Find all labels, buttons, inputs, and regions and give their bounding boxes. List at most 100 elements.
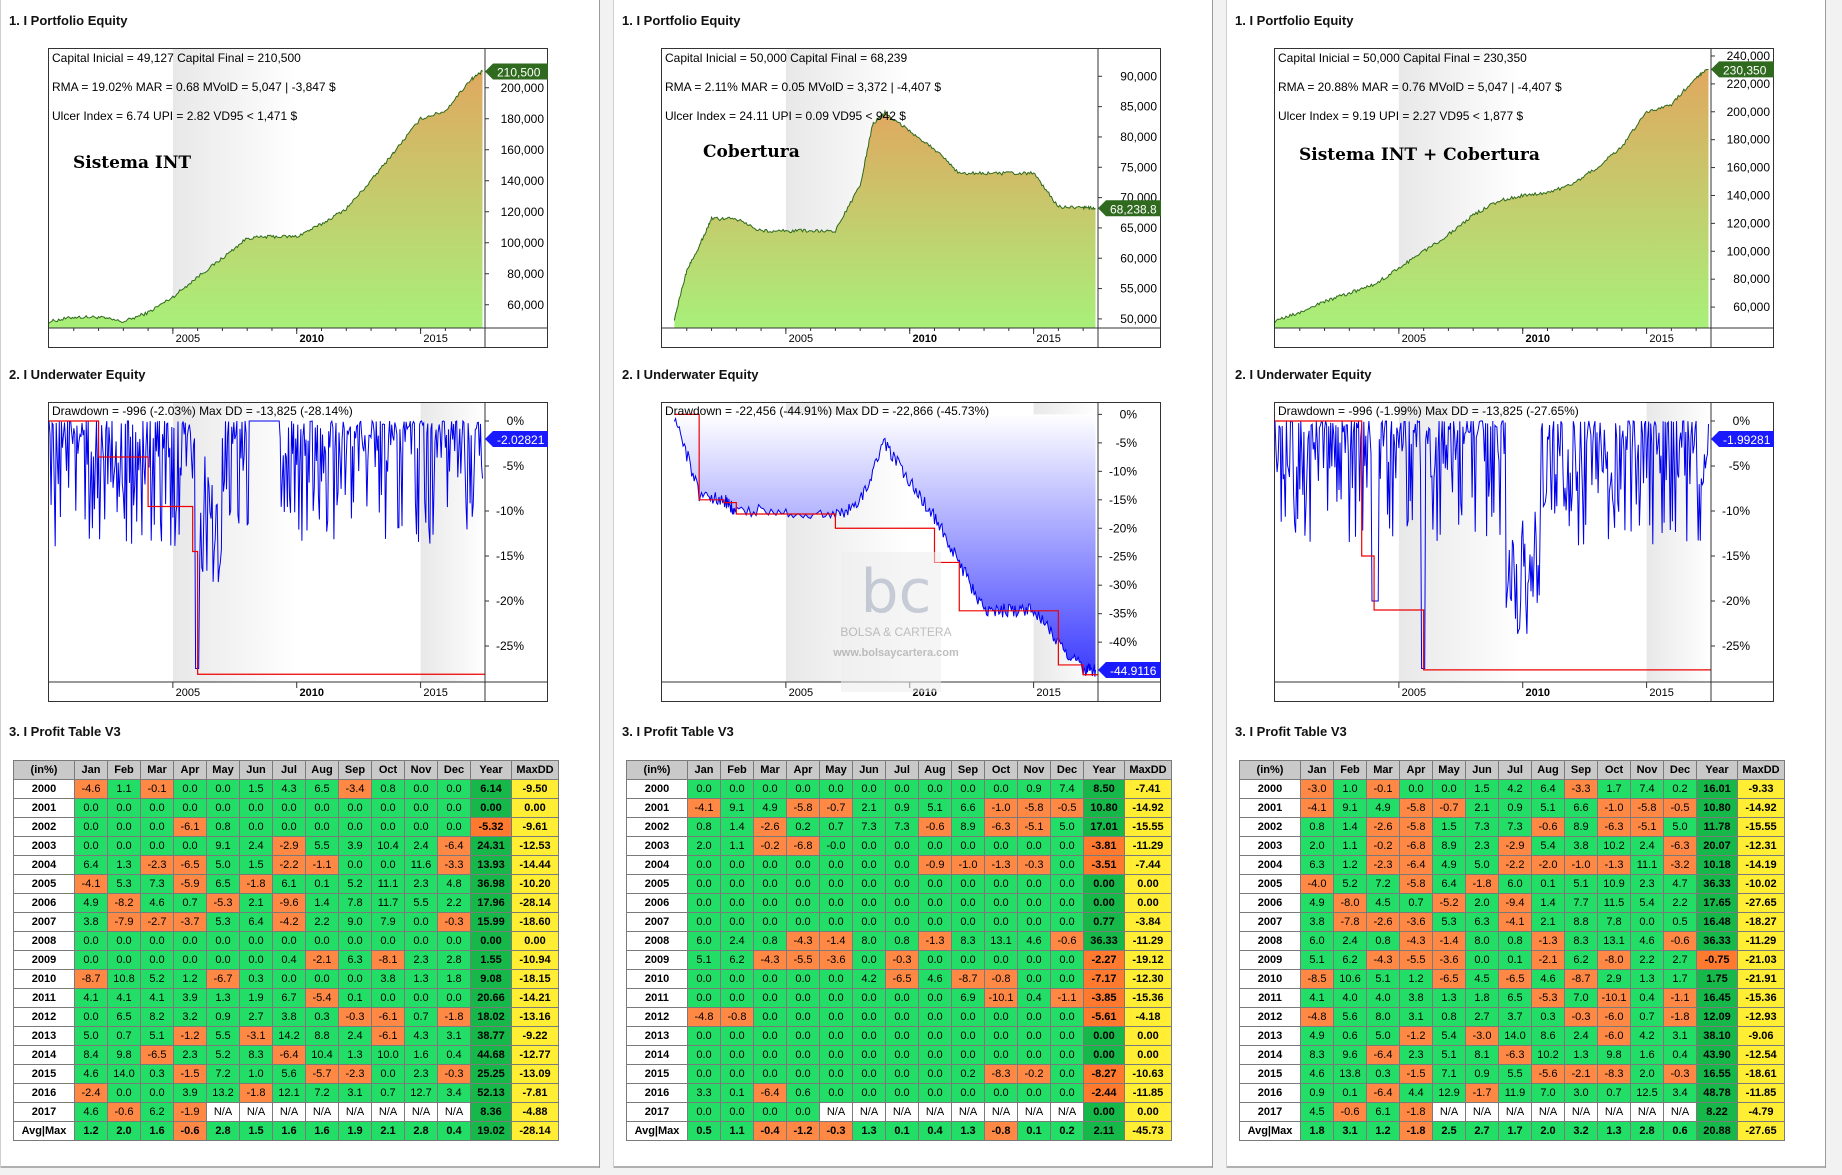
max-drawdown-line [49, 420, 485, 675]
table-cell: 0.0 [918, 1026, 952, 1046]
table-cell: -0.5 [1050, 798, 1084, 818]
table-cell: 5.1 [1564, 874, 1598, 894]
table-avg-row: Avg|Max 0.5 1.1 -0.4 -1.2 -0.3 1.3 0.1 0.4 1.3 -0.… [626, 1121, 1172, 1141]
table-cell: 12.1 [272, 1083, 306, 1103]
y-tick-label: -5% [1729, 459, 1751, 473]
table-cell: 0.00 [470, 798, 512, 818]
table-cell: 2.4 [1630, 836, 1664, 856]
table-cell: 1.6 [1630, 1045, 1664, 1065]
table-cell: -15.36 [1737, 988, 1785, 1008]
table-cell: N/A [437, 1102, 471, 1122]
table-cell: 0.0 [852, 1064, 886, 1084]
table-cell: -12.77 [511, 1045, 559, 1065]
table-row: 2016 -2.4 0.0 0.0 3.9 13.2 -1.8 12.1 7.2 3.1 0.7 12… [13, 1083, 559, 1103]
column-header: MaxDD [1124, 760, 1172, 780]
table-cell: 6.0 [1498, 874, 1532, 894]
row-year: 2009 [13, 950, 75, 970]
table-cell: 1.5 [1432, 817, 1466, 837]
row-year: 2011 [626, 988, 688, 1008]
table-cell: 0.9 [1017, 779, 1051, 799]
table-cell: -9.6 [272, 893, 306, 913]
table-cell: 5.0 [74, 1026, 108, 1046]
y-tick-label: 90,000 [1120, 69, 1157, 83]
table-cell: -0.6 [107, 1102, 141, 1122]
table-cell: 5.0 [206, 855, 240, 875]
equity-section-title: 1. I Portfolio Equity [622, 13, 741, 28]
table-cell: 0.0 [753, 912, 787, 932]
column-header: Oct [371, 760, 405, 780]
table-cell: 1.2 [173, 969, 207, 989]
table-cell: 0.0 [819, 1064, 853, 1084]
profit-table: (in%) Jan Feb Mar Apr May Jun Jul Aug Sep Oct Nov De… [626, 760, 1172, 1141]
table-cell: 0.9 [1465, 1064, 1499, 1084]
table-cell: 0.0 [885, 1083, 919, 1103]
table-cell: 0.5 [1663, 912, 1697, 932]
table-cell: -5.2 [1432, 893, 1466, 913]
table-cell: 0.0 [1017, 950, 1051, 970]
table-cell: -0.3 [338, 1007, 372, 1027]
table-cell: -3.84 [1124, 912, 1172, 932]
table-row: 2012 0.0 6.5 8.2 3.2 0.9 2.7 3.8 0.3 -0.3 -6.1 0.7-… [13, 1007, 559, 1027]
table-cell: 3.8 [272, 1007, 306, 1027]
table-cell: -1.3 [984, 855, 1018, 875]
table-cell: 0.0 [74, 836, 108, 856]
table-cell: 0.8 [206, 817, 240, 837]
table-cell: -6.7 [206, 969, 240, 989]
table-cell: 10.9 [1597, 874, 1631, 894]
row-year: 2012 [13, 1007, 75, 1027]
underwater-section-title: 2. I Underwater Equity [622, 367, 759, 382]
table-cell: 1.2 [1399, 969, 1433, 989]
row-label: Avg|Max [13, 1121, 75, 1141]
table-cell: 2.4 [338, 1026, 372, 1046]
table-cell: 0.0 [819, 874, 853, 894]
table-row: 2016 0.9 0.1 -6.4 4.4 12.9 -1.7 11.9 7.0 3.0 0.7 12… [1239, 1083, 1785, 1103]
table-cell: -2.1 [305, 950, 339, 970]
row-year: 2000 [626, 779, 688, 799]
table-cell: 0.0 [687, 1102, 721, 1122]
table-cell: -2.3 [338, 1064, 372, 1084]
table-cell: N/A [371, 1102, 405, 1122]
table-cell: 0.0 [107, 931, 141, 951]
table-cell: 5.4 [1432, 1026, 1466, 1046]
table-cell: 0.0 [1017, 969, 1051, 989]
table-cell: 6.5 [107, 1007, 141, 1027]
column-header: Mar [753, 760, 787, 780]
table-cell: -2.7 [140, 912, 174, 932]
table-cell: 0.9 [206, 1007, 240, 1027]
table-cell: -0.3 [437, 1064, 471, 1084]
table-cell: -12.30 [1124, 969, 1172, 989]
table-cell: -0.2 [1366, 836, 1400, 856]
column-header: Jul [1498, 760, 1532, 780]
system-label: Cobertura [703, 142, 800, 162]
table-cell: N/A [951, 1102, 985, 1122]
table-cell: 2.7 [1663, 950, 1697, 970]
table-cell: -1.8 [1465, 874, 1499, 894]
table-header-row: (in%) Jan Feb Mar Apr May Jun Jul Aug Sep Oct Nov De… [1239, 760, 1785, 780]
table-cell: 2.4 [239, 836, 273, 856]
underwater-chart: 0% -5% -10% -15% -20% -25% -30% -35% -40% 2005 201… [661, 402, 1161, 702]
table-cell: -1.1 [1663, 988, 1697, 1008]
row-year: 2002 [1239, 817, 1301, 837]
table-cell: 13.1 [1597, 931, 1631, 951]
table-cell: 0.0 [951, 1007, 985, 1027]
table-cell: 0.0 [753, 1102, 787, 1122]
table-cell: -1.5 [173, 1064, 207, 1084]
equity-section-title: 1. I Portfolio Equity [9, 13, 128, 28]
table-cell: 0.0 [951, 836, 985, 856]
table-cell: 0.4 [272, 950, 306, 970]
table-cell: 2.3 [1465, 836, 1499, 856]
table-cell: 7.3 [1498, 817, 1532, 837]
table-cell: 0.0 [918, 893, 952, 913]
table-cell: 0.0 [1050, 1064, 1084, 1084]
table-cell: 0.0 [720, 1045, 754, 1065]
table-cell: 5.3 [1432, 912, 1466, 932]
table-cell: 0.0 [984, 836, 1018, 856]
table-cell: 0.0 [371, 798, 405, 818]
equity-section-title: 1. I Portfolio Equity [1235, 13, 1354, 28]
y-tick-label: 0% [1120, 407, 1138, 421]
table-row: 2002 0.8 1.4 -2.6 -5.8 1.5 7.3 7.3 -0.6 8.9 -6.3 -5… [1239, 817, 1785, 837]
table-cell: -0.8 [984, 1121, 1018, 1141]
table-cell: 0.0 [1050, 836, 1084, 856]
table-cell: -14.92 [1124, 798, 1172, 818]
table-cell: -18.15 [511, 969, 559, 989]
